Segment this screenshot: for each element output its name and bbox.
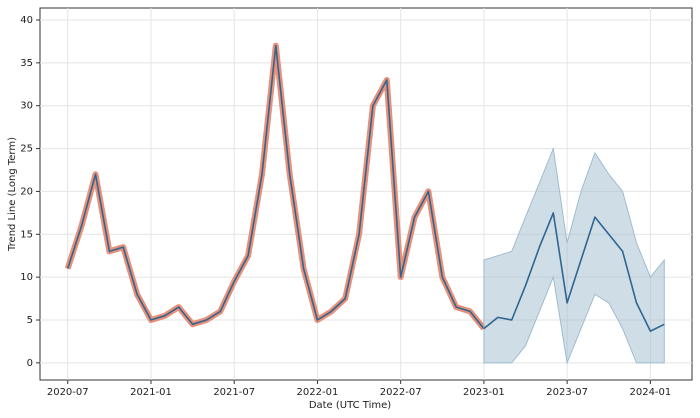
forecast-band xyxy=(483,146,665,365)
x-tick-label: 2020-07 xyxy=(47,387,89,398)
line xyxy=(66,44,485,330)
x-axis-label: Date (UTC Time) xyxy=(309,400,391,411)
line xyxy=(483,212,665,332)
y-tick-label: 25 xyxy=(20,144,33,155)
x-tick-label: 2021-01 xyxy=(130,387,172,398)
x-tick-label: 2021-07 xyxy=(213,387,255,398)
y-tick-label: 40 xyxy=(20,15,33,26)
x-tick-label: 2023-07 xyxy=(546,387,588,398)
x-tick-label: 2024-01 xyxy=(629,387,671,398)
y-tick-label: 0 xyxy=(27,358,33,369)
y-tick-label: 5 xyxy=(27,315,33,326)
y-tick-label: 35 xyxy=(20,58,33,69)
y-tick-label: 10 xyxy=(20,272,33,283)
y-tick-label: 30 xyxy=(20,101,33,112)
y-axis-label: Trend Line (Long Term) xyxy=(7,137,18,252)
x-tick-label: 2022-07 xyxy=(380,387,422,398)
y-tick-label: 15 xyxy=(20,229,33,240)
x-tick-label: 2023-01 xyxy=(463,387,505,398)
y-tick-label: 20 xyxy=(20,186,33,197)
plot-frame xyxy=(39,7,693,381)
x-tick-label: 2022-01 xyxy=(297,387,339,398)
line-outline xyxy=(64,42,487,331)
